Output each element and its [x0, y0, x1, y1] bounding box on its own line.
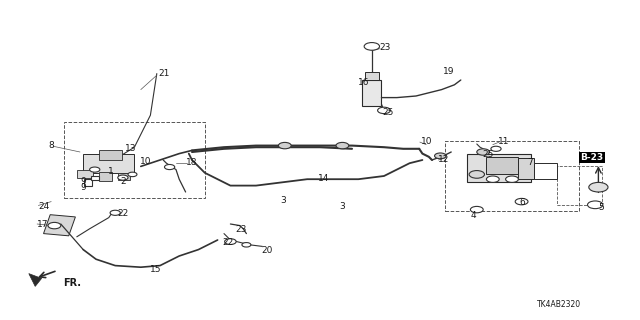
Bar	[518, 158, 534, 179]
Polygon shape	[29, 274, 42, 286]
Bar	[557, 166, 602, 205]
Text: 16: 16	[358, 78, 370, 87]
Circle shape	[110, 210, 120, 215]
Circle shape	[225, 239, 236, 244]
Text: 15: 15	[150, 265, 161, 274]
Circle shape	[90, 167, 100, 172]
Text: 25: 25	[482, 150, 493, 159]
Text: 6: 6	[520, 198, 525, 207]
Text: 3: 3	[280, 196, 286, 204]
Text: 13: 13	[125, 144, 136, 153]
Text: 19: 19	[443, 67, 454, 76]
Text: 25: 25	[382, 108, 394, 117]
Text: 9: 9	[81, 177, 86, 186]
Circle shape	[491, 146, 501, 151]
Bar	[84, 179, 92, 186]
Bar	[486, 157, 518, 174]
Circle shape	[364, 43, 380, 50]
Bar	[99, 150, 122, 160]
Circle shape	[378, 107, 390, 114]
Text: 22: 22	[117, 209, 129, 218]
Bar	[467, 154, 531, 182]
Circle shape	[506, 176, 518, 182]
Circle shape	[515, 198, 528, 205]
Text: 3: 3	[339, 202, 345, 211]
Text: 1: 1	[108, 167, 113, 176]
Circle shape	[588, 201, 603, 209]
Circle shape	[477, 149, 490, 155]
Text: 23: 23	[379, 43, 390, 52]
Circle shape	[336, 142, 349, 149]
Text: 7: 7	[527, 158, 532, 167]
Circle shape	[242, 243, 251, 247]
Text: 14: 14	[318, 174, 330, 183]
Text: 23: 23	[236, 225, 247, 234]
Text: 4: 4	[470, 211, 476, 220]
Bar	[64, 122, 205, 198]
Circle shape	[128, 172, 137, 177]
Bar	[77, 170, 93, 178]
Text: 10: 10	[420, 137, 432, 146]
Circle shape	[435, 153, 446, 159]
Text: 17: 17	[37, 220, 49, 229]
Text: 10: 10	[140, 157, 151, 166]
Text: 21: 21	[159, 69, 170, 78]
Bar	[99, 172, 112, 181]
Text: 11: 11	[498, 137, 509, 146]
Bar	[91, 176, 99, 180]
Text: 20: 20	[261, 246, 273, 255]
Circle shape	[469, 171, 484, 178]
Text: TK4AB2320: TK4AB2320	[537, 300, 581, 309]
Circle shape	[48, 222, 61, 229]
Circle shape	[486, 176, 499, 182]
Circle shape	[118, 175, 128, 180]
Circle shape	[470, 206, 483, 213]
Text: 9: 9	[81, 183, 86, 192]
Circle shape	[278, 142, 291, 149]
Bar	[534, 163, 557, 179]
Text: 12: 12	[438, 155, 450, 164]
Circle shape	[164, 164, 175, 170]
Text: 24: 24	[38, 202, 50, 211]
Circle shape	[589, 182, 608, 192]
Text: 2: 2	[120, 177, 126, 186]
Text: 18: 18	[186, 158, 197, 167]
Text: FR.: FR.	[63, 278, 81, 288]
Text: 8: 8	[48, 141, 54, 150]
Bar	[118, 173, 130, 180]
Bar	[362, 80, 381, 106]
Bar	[365, 72, 379, 80]
Bar	[445, 141, 579, 211]
Bar	[83, 154, 134, 173]
Text: 5: 5	[598, 203, 604, 212]
Text: B-23: B-23	[580, 153, 604, 162]
Bar	[44, 215, 76, 236]
Text: 22: 22	[223, 238, 234, 247]
